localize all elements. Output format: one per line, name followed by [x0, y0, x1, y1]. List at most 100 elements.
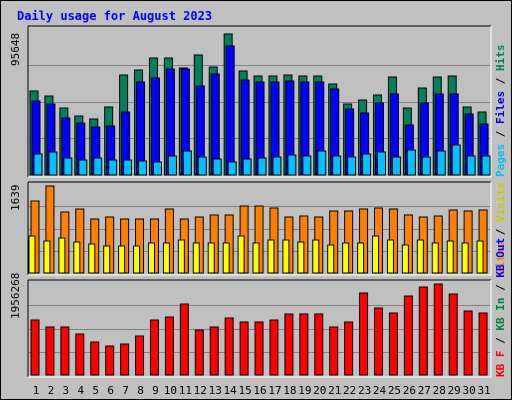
x-tick-label: 19	[298, 384, 311, 397]
pages-bar	[48, 151, 58, 176]
pages-bar	[377, 151, 387, 176]
top-legend-label: Pages / Files / Hits	[494, 45, 507, 178]
middle-legend-label: Sites / Visits	[494, 182, 507, 275]
visits-bar	[476, 240, 484, 274]
pages-bar	[167, 155, 177, 176]
legend-segment: KB Out	[494, 238, 507, 278]
x-tick-label: 24	[373, 384, 387, 397]
pages-bar	[347, 156, 357, 176]
pages-bar	[466, 155, 476, 176]
pages-bar	[93, 157, 103, 176]
kb-f-bar	[463, 310, 473, 376]
files-bar	[225, 45, 235, 176]
pages-bar	[481, 155, 491, 176]
x-tick-label: 6	[107, 384, 114, 397]
x-tick-label: 9	[152, 384, 159, 397]
visits-bar	[58, 237, 66, 274]
x-tick-label: 7	[122, 384, 129, 397]
visits-bar	[297, 241, 305, 274]
pages-bar	[182, 150, 192, 176]
legend-segment: KB F	[494, 351, 507, 378]
legend-segment: Hits	[494, 45, 507, 72]
chart-title: Daily usage for August 2023	[17, 9, 212, 23]
legend-segment: Files	[494, 91, 507, 124]
pages-bar	[421, 156, 431, 176]
x-tick-label: 16	[253, 384, 266, 397]
pages-bar	[123, 159, 133, 176]
kb-f-bar	[224, 317, 234, 376]
kb-f-bar	[269, 319, 279, 376]
x-tick-label: 22	[343, 384, 356, 397]
pages-bar	[197, 156, 207, 176]
visits-bar	[43, 240, 51, 274]
x-tick-label: 29	[448, 384, 461, 397]
visits-bar	[88, 243, 96, 274]
visits-bar	[282, 239, 290, 274]
x-tick-label: 25	[388, 384, 401, 397]
pages-bar	[257, 157, 267, 176]
visits-bar	[192, 242, 200, 274]
kb-f-bar	[344, 321, 354, 376]
pages-bar	[138, 160, 148, 176]
pages-bar	[63, 157, 73, 176]
visits-bar	[342, 242, 350, 274]
x-tick-label: 31	[477, 384, 490, 397]
x-tick-label: 23	[358, 384, 371, 397]
title-group: Daily usage for August 2023	[17, 9, 212, 23]
x-tick-label: 8	[137, 384, 144, 397]
legend-segment: Pages	[494, 144, 507, 177]
kb-f-bar	[254, 321, 264, 376]
legend-segment: Sites	[494, 242, 507, 275]
files-bar	[150, 77, 160, 176]
legend-segment: /	[494, 71, 507, 91]
visits-bar	[28, 235, 36, 274]
pages-bar	[33, 153, 43, 176]
x-tick-label: 27	[418, 384, 431, 397]
top-max-label: 95648	[9, 33, 22, 66]
x-tick-label: 1	[33, 384, 40, 397]
legend-segment: /	[494, 124, 507, 144]
visits-bar	[461, 242, 469, 274]
kb-f-bar	[314, 313, 324, 376]
bars	[28, 33, 491, 376]
pages-bar	[332, 155, 342, 176]
visits-bar	[416, 239, 424, 274]
kb-f-bar	[403, 295, 413, 376]
x-tick-label: 26	[403, 384, 416, 397]
pages-bar	[287, 154, 297, 176]
visits-bar	[357, 242, 365, 274]
visits-bar	[446, 240, 454, 274]
visits-bar	[118, 245, 126, 274]
visits-bar	[103, 245, 111, 274]
kb-f-bar	[90, 341, 100, 376]
visits-bar	[252, 242, 260, 274]
kb-f-bar	[149, 319, 159, 376]
visits-bar	[177, 239, 185, 274]
x-tick-label: 28	[433, 384, 446, 397]
visits-bar	[222, 242, 230, 274]
kb-f-bar	[75, 333, 85, 376]
kb-f-bar	[194, 329, 204, 376]
pages-bar	[362, 153, 372, 176]
legend-segment: /	[494, 222, 507, 242]
legend-segment: KB In	[494, 298, 507, 331]
x-axis-labels: 1 2 3 4 5 6 7 8 9 10 11 12 13 14 15 16 17 18 19 20 21 22 23 24 2…	[33, 384, 491, 397]
kb-f-bar	[179, 303, 189, 376]
pages-bar	[78, 159, 88, 176]
x-tick-label: 14	[224, 384, 238, 397]
right-legend-labels: Pages / Files / Hits Sites / Visits KB F /…	[494, 45, 507, 378]
visits-bar	[312, 239, 320, 274]
pages-bar	[391, 156, 401, 176]
pages-bar	[406, 149, 416, 176]
legend-segment: /	[494, 278, 507, 298]
legend-segment: Visits	[494, 182, 507, 222]
kb-f-bar	[433, 283, 443, 376]
kb-f-bar	[284, 313, 294, 376]
legend-segment: /	[494, 331, 507, 351]
kb-f-bar	[448, 293, 458, 376]
visits-bar	[207, 242, 215, 274]
kb-f-bar	[135, 335, 145, 376]
pages-bar	[152, 161, 162, 176]
bottom-max-label: 1956268	[9, 273, 22, 319]
